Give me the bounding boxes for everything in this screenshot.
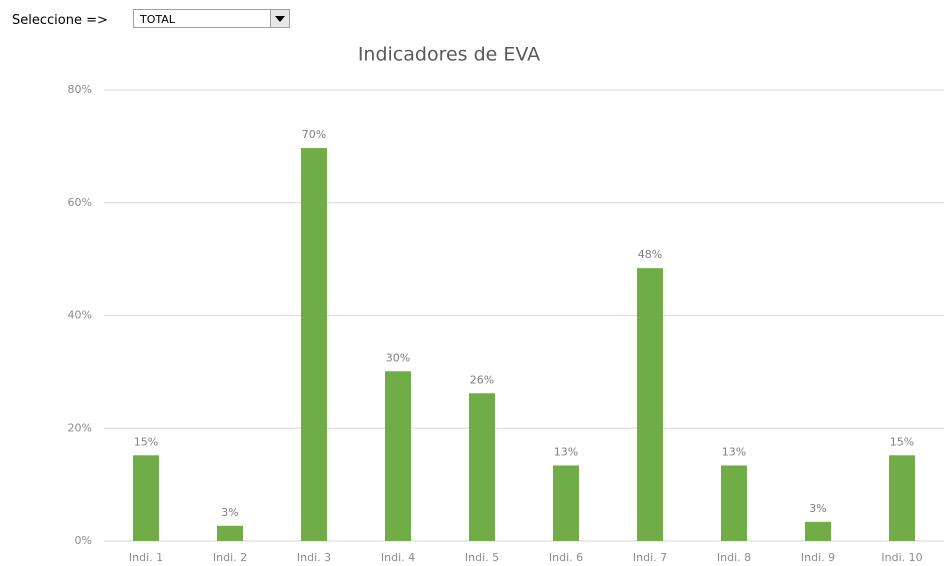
x-tick-label: Indi. 6 bbox=[549, 551, 583, 564]
x-tick-label: Indi. 5 bbox=[465, 551, 499, 564]
bar bbox=[301, 148, 327, 541]
y-tick-label: 60% bbox=[68, 196, 92, 209]
x-tick-label: Indi. 7 bbox=[633, 551, 667, 564]
dropdown[interactable]: TOTAL bbox=[133, 9, 290, 28]
bar bbox=[133, 455, 159, 541]
bar bbox=[553, 465, 579, 541]
y-tick-label: 20% bbox=[68, 421, 92, 434]
data-label: 13% bbox=[722, 445, 746, 458]
bar bbox=[385, 371, 411, 541]
bar bbox=[469, 393, 495, 541]
bar bbox=[217, 525, 243, 541]
x-tick-label: Indi. 8 bbox=[717, 551, 751, 564]
data-label: 15% bbox=[134, 435, 158, 448]
bar bbox=[721, 465, 747, 541]
data-label: 3% bbox=[221, 506, 238, 519]
chart-title: Indicadores de EVA bbox=[358, 44, 540, 66]
y-tick-label: 40% bbox=[68, 309, 92, 322]
dropdown-value: TOTAL bbox=[140, 13, 175, 26]
data-label: 3% bbox=[809, 502, 826, 515]
data-label: 13% bbox=[554, 445, 578, 458]
selector-label: Seleccione => bbox=[12, 13, 108, 28]
bar bbox=[889, 455, 915, 541]
x-tick-label: Indi. 3 bbox=[297, 551, 331, 564]
x-tick-label: Indi. 2 bbox=[213, 551, 247, 564]
data-label: 30% bbox=[386, 351, 410, 364]
x-tick-label: Indi. 10 bbox=[881, 551, 922, 564]
data-label: 70% bbox=[302, 128, 326, 141]
bar bbox=[637, 268, 663, 541]
y-tick-label: 80% bbox=[68, 83, 92, 96]
bar bbox=[805, 521, 831, 541]
data-label: 48% bbox=[638, 248, 662, 261]
x-tick-label: Indi. 9 bbox=[801, 551, 835, 564]
dropdown-button[interactable] bbox=[270, 10, 289, 27]
x-tick-label: Indi. 4 bbox=[381, 551, 415, 564]
y-tick-label: 0% bbox=[75, 534, 92, 547]
data-label: 26% bbox=[470, 373, 494, 386]
data-label: 15% bbox=[890, 435, 914, 448]
x-tick-label: Indi. 1 bbox=[129, 551, 163, 564]
